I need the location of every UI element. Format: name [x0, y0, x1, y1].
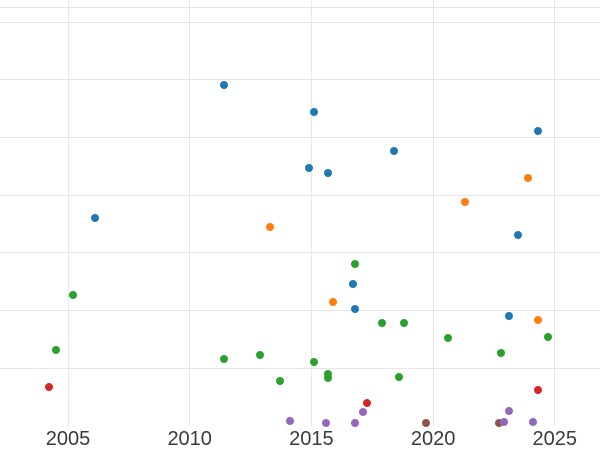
x-gridline: [67, 0, 69, 426]
x-tick-label: 2010: [167, 428, 212, 450]
scatter-point-green: [324, 374, 333, 383]
scatter-point-blue: [309, 108, 318, 116]
scatter-point-orange: [460, 198, 469, 206]
y-gridline: [0, 136, 600, 138]
x-tick-label: 2020: [410, 428, 456, 450]
x-tick-label: 2025: [532, 428, 578, 450]
scatter-point-orange: [329, 298, 338, 307]
y-gridline: [0, 6, 600, 8]
scatter-point-purple: [285, 417, 294, 426]
y-gridline: [0, 252, 600, 254]
y-gridline: [0, 309, 600, 311]
x-tick-label: 2005: [45, 428, 91, 450]
scatter-point-red: [533, 386, 542, 394]
scatter-point-orange: [266, 223, 274, 232]
scatter-point-brown: [421, 419, 430, 428]
x-gridline: [432, 0, 434, 426]
y-gridline: [0, 194, 600, 196]
scatter-point-purple: [499, 418, 508, 427]
scatter-point-purple: [351, 418, 360, 427]
x-tick-label: 2015: [289, 428, 334, 450]
scatter-point-red: [44, 382, 53, 391]
scatter-point-blue: [390, 146, 399, 155]
scatter-point-blue: [324, 168, 333, 177]
scatter-point-green: [324, 369, 333, 378]
scatter-point-green: [497, 348, 506, 357]
scatter-point-green: [378, 318, 386, 327]
scatter-point-orange: [533, 315, 542, 324]
scatter-point-green: [51, 346, 60, 355]
scatter-point-blue: [348, 280, 357, 289]
scatter-point-green: [543, 332, 552, 341]
x-gridline: [310, 0, 312, 426]
scatter-point-blue: [514, 231, 523, 240]
scatter-point-green: [351, 260, 360, 269]
scatter-point-green: [309, 358, 318, 367]
scatter-point-blue: [504, 312, 513, 321]
y-gridline: [0, 367, 600, 369]
scatter-point-purple: [504, 407, 513, 416]
scatter-point-blue: [90, 213, 99, 222]
x-gridline: [189, 0, 191, 426]
scatter-point-green: [399, 318, 408, 327]
y-gridline: [0, 79, 600, 81]
x-gridline: [554, 0, 556, 426]
scatter-point-purple: [358, 408, 367, 417]
scatter-point-orange: [524, 173, 532, 182]
scatter-point-brown: [494, 418, 503, 427]
scatter-point-green: [395, 373, 403, 382]
scatter-point-purple: [528, 418, 537, 427]
scatter-point-green: [443, 334, 452, 343]
scatter-point-green: [275, 377, 284, 386]
scatter-point-red: [363, 399, 372, 408]
scatter-point-blue: [351, 305, 360, 314]
scatter-point-blue: [219, 80, 228, 89]
scatter-point-green: [256, 350, 265, 359]
scatter-point-green: [68, 290, 77, 299]
scatter-point-purple: [322, 419, 330, 428]
y-gridline: [0, 21, 600, 23]
scatter-point-blue: [533, 127, 542, 136]
scatter-point-blue: [305, 164, 313, 172]
scatter-point-green: [219, 355, 228, 364]
